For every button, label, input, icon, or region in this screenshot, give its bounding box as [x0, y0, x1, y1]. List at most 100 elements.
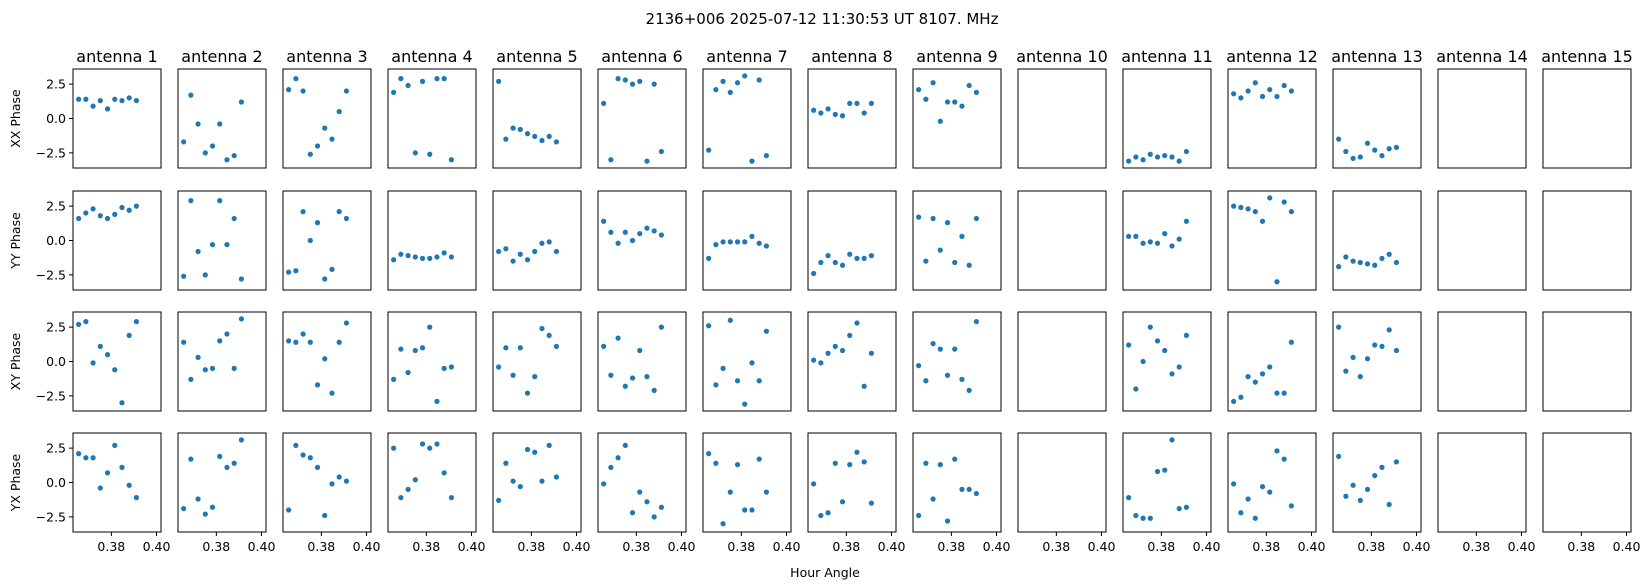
panel-frame	[1227, 311, 1317, 412]
data-point	[763, 243, 770, 249]
x-tick-label: 0.38	[517, 539, 545, 554]
data-point	[601, 481, 607, 487]
data-point	[1267, 489, 1273, 495]
data-point	[601, 218, 607, 224]
data-point	[1281, 82, 1287, 89]
data-point	[644, 158, 650, 164]
data-point	[615, 335, 621, 341]
panel-row2-antenna-5	[492, 190, 582, 291]
panel-row4-antenna-10: 0.38 0.40	[1017, 432, 1115, 554]
panel-frame	[912, 68, 1002, 169]
data-point	[224, 242, 230, 248]
data-point	[76, 96, 82, 102]
data-point	[539, 137, 545, 144]
x-tick-label: 0.40	[1403, 539, 1431, 554]
x-tick-label: 0.40	[1613, 539, 1641, 554]
data-point	[322, 356, 328, 362]
data-point	[839, 113, 846, 119]
data-point	[1357, 259, 1363, 266]
data-point	[412, 254, 418, 260]
data-point	[181, 273, 187, 279]
data-point	[720, 78, 726, 84]
x-tick-label: 0.40	[983, 539, 1011, 554]
data-point	[188, 198, 194, 204]
data-point	[1133, 512, 1139, 519]
data-point	[854, 100, 860, 106]
data-point	[231, 460, 237, 466]
data-point	[1343, 368, 1349, 374]
panel-row4-antenna-13: 0.38 0.40	[1332, 432, 1431, 554]
data-point	[427, 445, 433, 451]
data-point	[608, 372, 614, 378]
data-point	[314, 382, 321, 388]
data-point	[209, 242, 216, 248]
data-point	[930, 80, 936, 86]
data-point	[966, 486, 972, 492]
data-point	[811, 107, 817, 113]
data-point	[916, 87, 922, 93]
data-point	[231, 365, 237, 371]
panel-row2-antenna-4	[387, 190, 477, 291]
panel-frame	[282, 311, 372, 412]
panel-frame	[597, 311, 687, 412]
data-point	[868, 253, 875, 259]
data-point	[1126, 233, 1132, 239]
data-point	[405, 82, 411, 89]
panel-frame	[492, 68, 582, 169]
data-point	[532, 374, 538, 380]
x-tick-label: 0.38	[1147, 539, 1175, 554]
panel-frame	[1332, 190, 1422, 291]
panel-row2-antenna-15	[1542, 190, 1632, 291]
data-point	[307, 151, 313, 157]
data-point	[1350, 482, 1356, 488]
data-point	[217, 121, 223, 127]
data-point	[398, 76, 404, 82]
data-point	[952, 456, 958, 462]
panel-row3-antenna-15	[1542, 311, 1632, 412]
x-tick-label: 0.38	[1462, 539, 1490, 554]
data-point	[419, 441, 426, 447]
data-point	[1231, 91, 1237, 97]
data-point	[112, 211, 118, 217]
data-point	[419, 78, 426, 84]
data-point	[1169, 243, 1175, 249]
panel-title-antenna-8: antenna 8	[811, 47, 892, 66]
data-point	[1133, 386, 1139, 392]
data-point	[637, 489, 643, 495]
data-point	[133, 319, 140, 325]
panel-row4-antenna-12: 0.38 0.40	[1227, 432, 1325, 554]
panel-frame	[1437, 68, 1527, 169]
data-point	[629, 81, 636, 87]
data-point	[1393, 459, 1400, 465]
panel-row4-antenna-5: 0.38 0.40	[492, 432, 590, 554]
data-point	[1169, 154, 1175, 160]
y-tick-label: −2.5	[36, 388, 66, 403]
data-point	[1288, 339, 1295, 345]
data-point	[658, 324, 665, 330]
data-point	[336, 109, 342, 115]
panel-frame	[1122, 190, 1212, 291]
data-point	[1281, 390, 1287, 396]
y-tick-label: 2.5	[46, 441, 66, 456]
data-point	[286, 338, 292, 344]
data-point	[930, 496, 936, 502]
data-point	[713, 382, 719, 388]
data-point	[553, 343, 560, 349]
data-point	[1336, 136, 1342, 142]
data-point	[923, 258, 929, 264]
panel-row1-antenna-14	[1437, 68, 1527, 169]
data-point	[104, 106, 111, 112]
data-point	[966, 387, 972, 393]
data-point	[1386, 327, 1392, 333]
data-point	[202, 511, 208, 517]
data-point	[300, 209, 306, 215]
panel-row2-antenna-9	[912, 190, 1002, 291]
data-point	[539, 478, 545, 484]
data-point	[97, 343, 103, 349]
data-point	[959, 376, 965, 382]
data-point	[944, 518, 951, 524]
x-tick-label: 0.40	[668, 539, 696, 554]
data-point	[727, 317, 733, 323]
x-tick-label: 0.38	[202, 539, 230, 554]
data-point	[1133, 154, 1139, 160]
